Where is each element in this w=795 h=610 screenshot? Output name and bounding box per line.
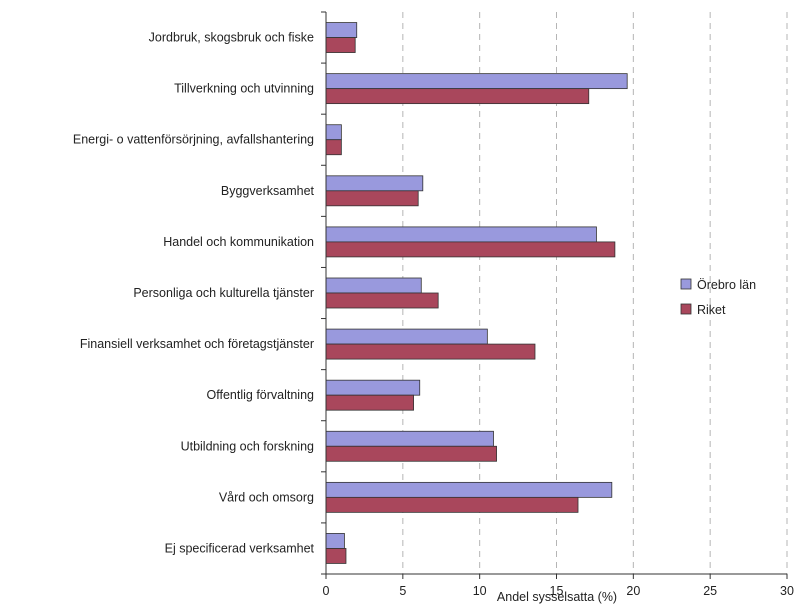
bar-riket-0 [325,37,356,53]
x-tick-labels: 0 5 10 15 20 25 30 [323,584,794,598]
category-label-1: Tillverkning och utvinning [174,82,314,96]
bar-orebro-1 [325,73,628,90]
category-label-7: Offentlig förvaltning [207,388,315,402]
category-label-5: Personliga och kulturella tjänster [133,286,314,300]
category-label-6: Finansiell verksamhet och företagstjänst… [80,337,314,351]
bar-orebro-10 [325,533,345,549]
bar-riket-9 [325,496,579,513]
bar-riket-8 [325,445,497,462]
category-label-3: Byggverksamhet [221,184,315,198]
bar-riket-5 [325,292,439,309]
x-axis-title: Andel sysselsatta (%) [497,590,617,604]
x-tick-label-4: 20 [626,584,640,598]
x-tick-label-6: 30 [780,584,794,598]
legend-swatch-riket [680,303,692,315]
bar-riket-7 [325,394,414,411]
legend-label-riket: Riket [697,303,726,317]
bar-orebro-2 [325,124,342,141]
bar-orebro-4 [325,226,597,243]
x-tick-label-0: 0 [323,584,330,598]
bar-orebro-5 [325,277,422,294]
category-label-8: Utbildning och forskning [181,439,314,453]
axes [321,11,788,579]
bar-orebro-3 [325,175,424,192]
x-tick-label-3: 15 [550,584,564,598]
bar-riket-4 [325,241,616,258]
category-labels: Jordbruk, skogsbruk och fiske Tillverknin… [73,31,315,556]
bar-riket-2 [325,139,342,156]
category-label-9: Vård och omsorg [219,490,314,504]
category-label-4: Handel och kommunikation [163,235,314,249]
bar-orebro-0 [325,22,358,38]
bar-orebro-9 [325,481,613,498]
bar-riket-3 [325,190,419,207]
bar-riket-6 [325,343,536,360]
bar-orebro-8 [325,430,494,447]
x-tick-label-1: 5 [399,584,406,598]
legend-swatch-orebro [680,278,692,290]
bar-orebro-6 [325,328,488,345]
legend-label-orebro: Örebro län [697,278,756,292]
bar-riket-1 [325,88,590,105]
bar-orebro-7 [325,379,421,396]
bars [325,22,628,564]
x-tick-label-2: 10 [473,584,487,598]
category-label-10: Ej specificerad verksamhet [165,541,315,555]
x-tick-label-5: 25 [703,584,717,598]
legend: Örebro län Riket [680,278,756,317]
category-label-2: Energi- o vattenförsörjning, avfallshant… [73,133,314,147]
bar-riket-10 [325,548,347,564]
category-label-0: Jordbruk, skogsbruk och fiske [149,31,314,45]
